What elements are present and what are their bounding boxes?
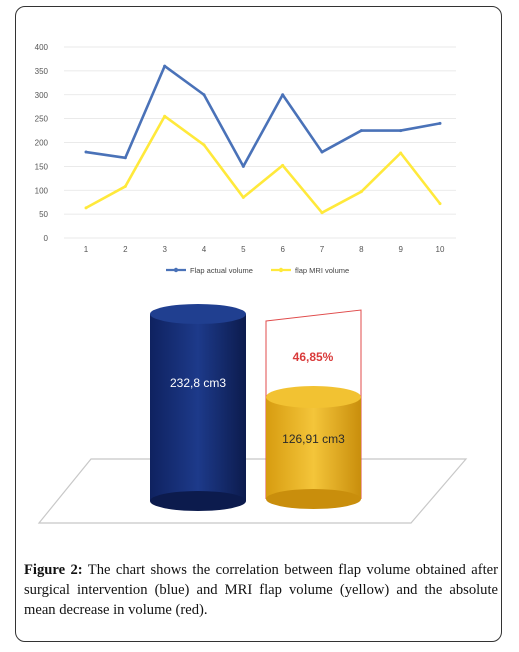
x-tick-label: 9 [398, 245, 403, 254]
legend-label: Flap actual volume [190, 266, 253, 275]
series-line-mri [85, 114, 442, 214]
data-point [123, 184, 127, 188]
line-chart-legend: Flap actual volume flap MRI volume [166, 266, 349, 275]
cylinder-mri-bottom [266, 489, 361, 509]
data-point [320, 211, 324, 215]
y-tick-label: 200 [35, 139, 49, 148]
data-point [84, 150, 88, 154]
data-point [281, 93, 285, 97]
data-point [241, 164, 245, 168]
legend-marker [278, 267, 284, 273]
cylinder-actual-label: 232,8 cm3 [170, 376, 226, 390]
x-tick-label: 8 [359, 245, 364, 254]
series-line-actual [85, 64, 441, 168]
platform [37, 458, 468, 524]
data-point [241, 195, 245, 199]
data-point [202, 93, 206, 97]
x-tick-label: 7 [320, 245, 325, 254]
cylinder-actual-bottom [150, 491, 246, 511]
x-tick-label: 5 [241, 245, 246, 254]
data-point [163, 114, 167, 118]
cylinder-actual-body [150, 314, 246, 501]
y-tick-label: 300 [35, 91, 49, 100]
cylinder-mri-label: 126,91 cm3 [282, 432, 345, 446]
cylinder-mri-top [266, 386, 361, 408]
data-point [281, 163, 285, 167]
data-point [320, 150, 324, 154]
figure-caption: Figure 2: The chart shows the correlatio… [24, 560, 498, 620]
cylinder-actual-top [150, 304, 246, 324]
data-point [438, 202, 442, 206]
decrease-label: 46,85% [293, 350, 334, 364]
y-tick-label: 150 [35, 162, 49, 171]
x-tick-label: 6 [280, 245, 285, 254]
data-point [359, 129, 363, 133]
data-point [163, 64, 167, 68]
data-point [399, 151, 403, 155]
y-tick-label: 350 [35, 67, 49, 76]
cylinder-chart: 232,8 cm3 46,85% 126,91 cm3 [37, 304, 468, 524]
data-point [123, 156, 127, 160]
y-tick-label: 250 [35, 115, 49, 124]
x-tick-label: 2 [123, 245, 128, 254]
cylinder-mri-body [266, 397, 361, 499]
y-tick-label: 50 [39, 210, 48, 219]
line-chart-gridlines [64, 46, 456, 239]
line-chart-series [84, 64, 442, 215]
x-tick-label: 10 [436, 245, 445, 254]
figure-frame [15, 6, 502, 642]
data-point [399, 129, 403, 133]
y-tick-label: 100 [35, 186, 49, 195]
y-tick-label: 400 [35, 43, 49, 52]
legend-label: flap MRI volume [295, 266, 349, 275]
line-chart: 0 50 100 150 200 250 300 350 400 1 2 3 4 5 6 7 8 9 10 Fla… [35, 43, 456, 275]
line-chart-x-ticks: 1 2 3 4 5 6 7 8 9 10 [84, 245, 445, 254]
x-tick-label: 1 [84, 245, 89, 254]
data-point [438, 121, 442, 125]
line-chart-y-ticks: 0 50 100 150 200 250 300 350 400 [35, 43, 49, 243]
caption-label: Figure 2: [24, 562, 83, 578]
y-tick-label: 0 [44, 234, 49, 243]
x-tick-label: 3 [162, 245, 167, 254]
legend-marker [173, 267, 179, 273]
data-point [202, 143, 206, 147]
x-tick-label: 4 [202, 245, 207, 254]
caption-text: The chart shows the correlation between … [24, 562, 498, 618]
data-point [84, 206, 88, 210]
data-point [359, 190, 363, 194]
